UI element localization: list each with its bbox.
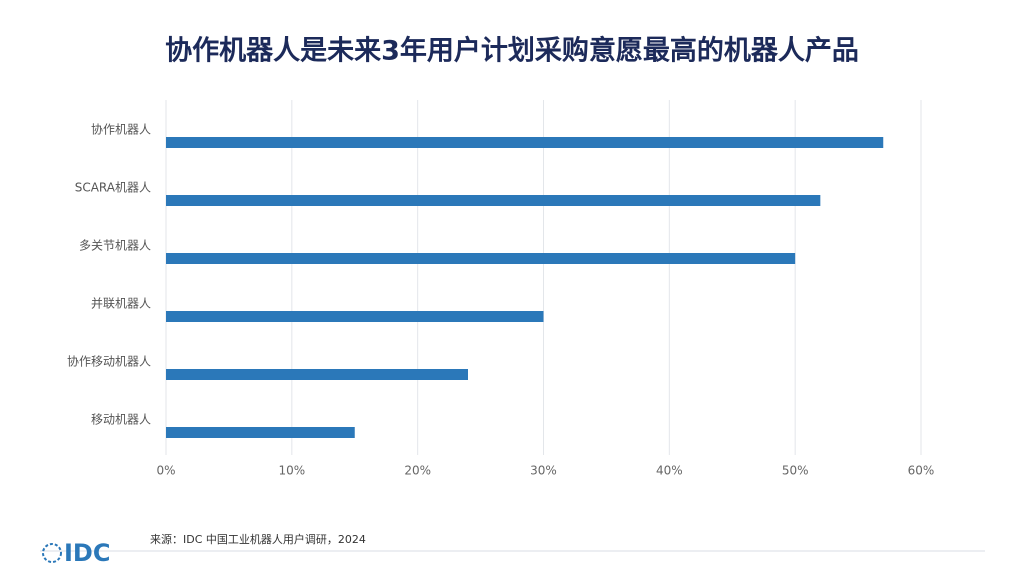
bar bbox=[166, 311, 544, 322]
chart-title: 协作机器人是未来3年用户计划采购意愿最高的机器人产品 bbox=[165, 35, 859, 67]
x-tick-label: 20% bbox=[404, 464, 431, 478]
x-tick-label: 60% bbox=[908, 464, 935, 478]
x-tick-label: 0% bbox=[156, 464, 175, 478]
bar bbox=[166, 253, 796, 264]
x-tick-label: 10% bbox=[278, 464, 305, 478]
source-note: 来源：IDC 中国工业机器人用户调研，2024 bbox=[150, 532, 366, 546]
bar bbox=[166, 369, 468, 380]
bar bbox=[166, 427, 355, 438]
y-tick-label: SCARA机器人 bbox=[75, 181, 151, 195]
y-tick-label: 协作移动机器人 bbox=[67, 354, 151, 369]
x-tick-label: 50% bbox=[782, 464, 809, 478]
logo-mark bbox=[42, 543, 62, 563]
y-tick-label: 并联机器人 bbox=[91, 297, 151, 311]
bar bbox=[166, 137, 884, 148]
y-tick-label: 协作机器人 bbox=[91, 122, 151, 137]
logo-text: IDC bbox=[64, 539, 110, 567]
logo: IDC bbox=[42, 539, 110, 567]
x-tick-label: 40% bbox=[656, 464, 683, 478]
x-tick-label: 30% bbox=[530, 464, 557, 478]
bar bbox=[166, 195, 821, 206]
y-tick-label: 移动机器人 bbox=[91, 413, 151, 427]
y-tick-label: 多关节机器人 bbox=[79, 239, 151, 253]
